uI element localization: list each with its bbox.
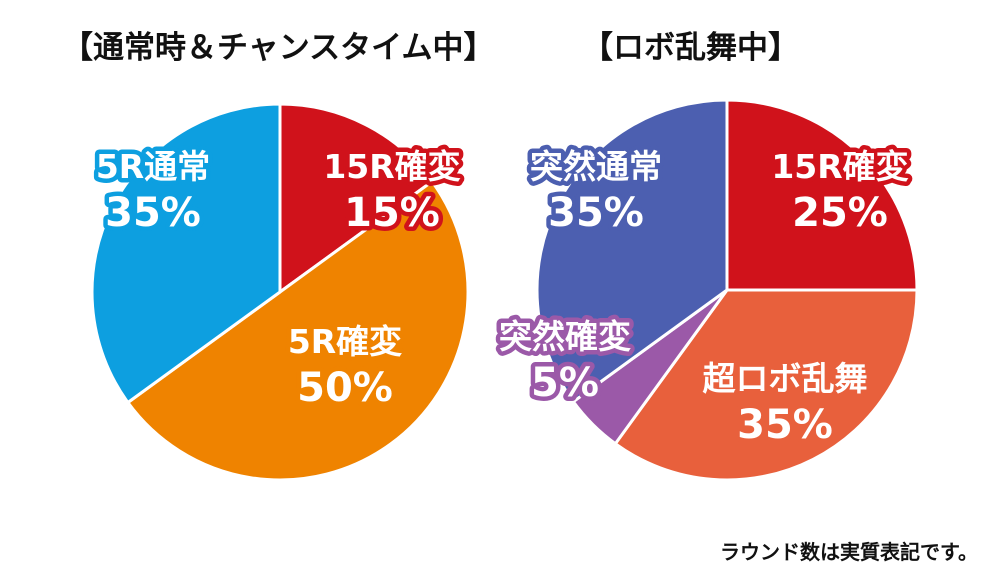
slice-value-0-2: 35% xyxy=(105,190,201,236)
chart-title-right: 【ロボ乱舞中】 xyxy=(582,30,799,66)
slice-value-1-0: 25% xyxy=(792,190,888,236)
slice-label-1-0: 15R確変 xyxy=(771,147,908,186)
slice-value-1-1: 35% xyxy=(737,402,833,448)
footnote: ラウンド数は実質表記です。 xyxy=(720,540,978,564)
pie-slice-1-3 xyxy=(535,98,729,404)
pie-slice-0-2 xyxy=(90,102,282,404)
slice-label-1-2: 突然確変 xyxy=(499,317,631,356)
pie-slice-0-1 xyxy=(126,180,470,482)
slice-value-1-3: 35% xyxy=(548,190,644,236)
slice-label-1-3: 突然通常 xyxy=(530,147,662,186)
chart-title-left: 【通常時＆チャンスタイム中】 xyxy=(62,30,494,66)
slice-label-0-0: 15R確変 xyxy=(323,147,460,186)
slice-value-1-2: 5% xyxy=(531,360,599,406)
slice-label-1-1: 超ロボ乱舞 xyxy=(703,359,868,398)
slice-labels-left: 15R確変 15% 5R確変 50% 5R通常 35% xyxy=(91,143,465,416)
pie-chart-right xyxy=(535,98,919,482)
pie-slice-0-0 xyxy=(278,102,434,294)
slice-label-0-1: 5R確変 xyxy=(288,322,402,361)
slice-label-0-2: 5R通常 xyxy=(96,147,210,186)
pie-chart-left xyxy=(90,102,470,482)
slice-labels-right: 15R確変 25% 超ロボ乱舞 35% 突然確変 5% 突然通常 35% xyxy=(495,143,914,453)
slice-value-0-1: 50% xyxy=(297,365,393,411)
pie-slice-1-0 xyxy=(725,98,919,292)
slice-value-0-0: 15% xyxy=(344,190,440,236)
pie-slice-1-1 xyxy=(613,288,919,482)
